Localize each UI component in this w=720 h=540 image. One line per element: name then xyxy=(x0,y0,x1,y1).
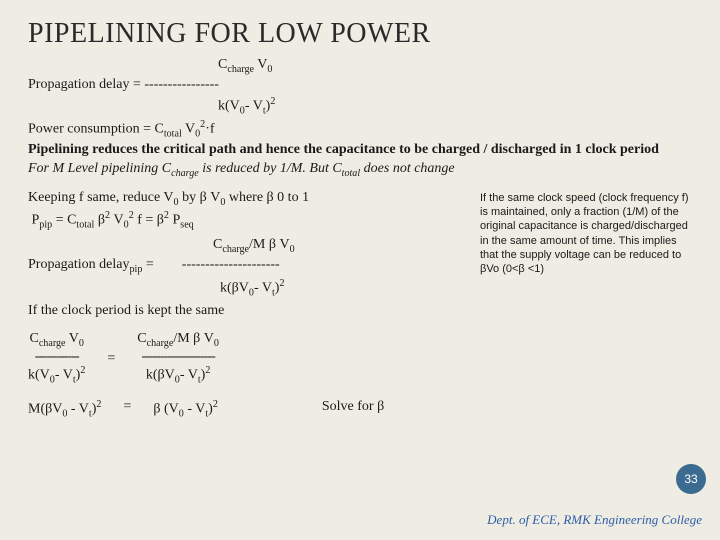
left-column: Keeping f same, reduce V0 by β V0 where … xyxy=(28,189,468,321)
frac-left: Ccharge V0 ------------ k(V0- Vt)2 xyxy=(28,331,85,385)
solve-for: Solve for β xyxy=(322,399,384,415)
pip-label-row: Propagation delaypip = -----------------… xyxy=(28,256,468,276)
two-column-region: Keeping f same, reduce V0 by β V0 where … xyxy=(28,189,692,321)
pip-label: Propagation delaypip = xyxy=(28,257,157,272)
eq1-label-row: Propagation delay = ---------------- xyxy=(28,76,692,95)
equals-1: = xyxy=(107,349,115,367)
pip-dashes: --------------------- xyxy=(182,257,280,272)
eq1-dashes: ---------------- xyxy=(144,77,219,92)
m-eq-left: M(βV0 - Vt)2 xyxy=(28,399,101,419)
footer-text: Dept. of ECE, RMK Engineering College xyxy=(487,512,702,528)
m-equation-row: M(βV0 - Vt)2 = β (V0 - Vt)2 Solve for β xyxy=(28,399,692,419)
ppip-line: Ppip = Ctotal β2 V02 f = β2 Pseq xyxy=(28,209,468,232)
mlevel-line: For M Level pipelining Ccharge is reduce… xyxy=(28,160,692,180)
slide-title: PIPELINING FOR LOW POWER xyxy=(28,18,692,50)
page-number-badge: 33 xyxy=(676,464,706,494)
frac-right: Ccharge/M β V0 -------------------- k(βV… xyxy=(137,331,219,385)
pip-denominator: k(βV0- Vt)2 xyxy=(28,277,468,300)
equals-2: = xyxy=(123,399,131,415)
pip-numerator: Ccharge/M β V0 xyxy=(28,236,468,256)
bold-statement: Pipelining reduces the critical path and… xyxy=(28,141,692,160)
eq1-label: Propagation delay = xyxy=(28,77,144,92)
kept-same: If the clock period is kept the same xyxy=(28,302,468,321)
eq1-denominator: k(V0- Vt)2 xyxy=(28,95,692,118)
eq1-numerator: Ccharge V0 xyxy=(28,56,692,76)
power-line: Power consumption = Ctotal V02·f xyxy=(28,118,692,141)
fraction-equality: Ccharge V0 ------------ k(V0- Vt)2 = Cch… xyxy=(28,331,692,385)
m-eq-right: β (V0 - Vt)2 xyxy=(153,399,218,419)
keep-line: Keeping f same, reduce V0 by β V0 where … xyxy=(28,189,468,209)
side-note: If the same clock speed (clock frequency… xyxy=(480,189,692,321)
